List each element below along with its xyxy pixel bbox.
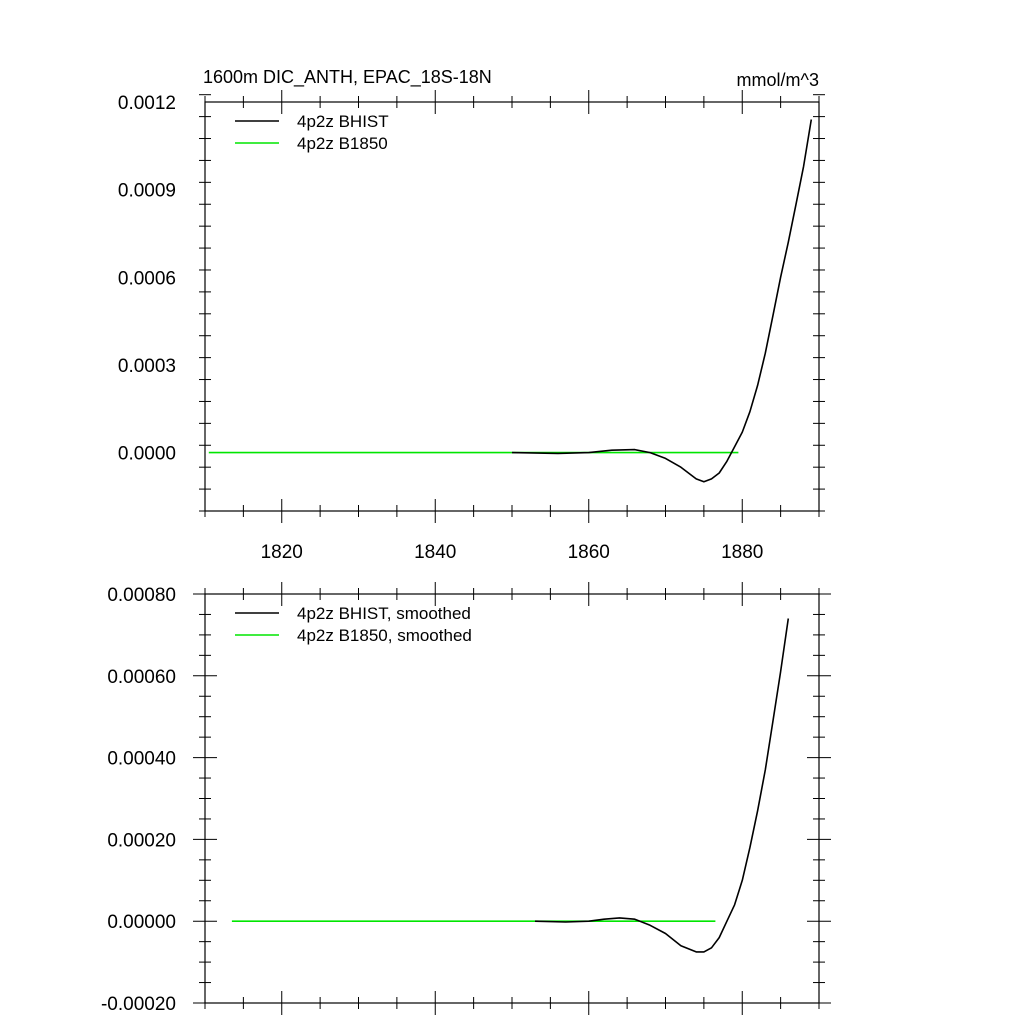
legend: 4p2z BHIST, smoothed 4p2z B1850, smoothe… bbox=[235, 604, 472, 645]
y-tick-label: 0.00000 bbox=[107, 912, 176, 933]
y-tick-label: -0.00020 bbox=[101, 994, 176, 1015]
y-tick-label: 0.0006 bbox=[118, 268, 176, 289]
series-line-bhist bbox=[511, 119, 813, 483]
x-tick-label: 1840 bbox=[414, 542, 456, 563]
y-tick-label: 0.0012 bbox=[118, 93, 176, 114]
top-panel: 1600m DIC_ANTH, EPAC_18S-18N mmol/m^3 0.… bbox=[118, 67, 825, 563]
x-tick-label: 1880 bbox=[721, 542, 763, 563]
y-tick-label: 0.0009 bbox=[118, 181, 176, 202]
y-tick-label: 0.0000 bbox=[118, 444, 176, 465]
bottom-panel: -0.00020 0.00000 0.00020 0.00040 0.00060 0.00… bbox=[101, 582, 831, 1015]
legend-label-b1850-smoothed: 4p2z B1850, smoothed bbox=[297, 626, 472, 645]
x-axis: 1820 1840 1860 1880 bbox=[261, 542, 764, 563]
series-line-bhist bbox=[534, 618, 790, 953]
y-tick-label: 0.00060 bbox=[107, 667, 176, 688]
y-axis: 0.0000 0.0003 0.0006 0.0009 0.0012 bbox=[118, 93, 176, 465]
panel-title: 1600m DIC_ANTH, EPAC_18S-18N bbox=[203, 67, 492, 88]
series-lines bbox=[208, 119, 813, 483]
y-axis: -0.00020 0.00000 0.00020 0.00040 0.00060 0.00… bbox=[101, 585, 176, 1015]
series-lines bbox=[231, 618, 790, 953]
legend-label-bhist-smoothed: 4p2z BHIST, smoothed bbox=[297, 604, 471, 623]
y-tick-label: 0.00020 bbox=[107, 830, 176, 851]
axis-ticks bbox=[199, 90, 825, 523]
y-tick-label: 0.00080 bbox=[107, 585, 176, 606]
y-tick-label: 0.00040 bbox=[107, 749, 176, 770]
y-tick-label: 0.0003 bbox=[118, 356, 176, 377]
legend: 4p2z BHIST 4p2z B1850 bbox=[235, 112, 389, 153]
x-tick-label: 1820 bbox=[261, 542, 303, 563]
plot-frame bbox=[204, 593, 820, 1004]
units-label: mmol/m^3 bbox=[737, 70, 819, 90]
plot-frame bbox=[204, 101, 820, 512]
legend-label-b1850: 4p2z B1850 bbox=[297, 134, 388, 153]
legend-label-bhist: 4p2z BHIST bbox=[297, 112, 389, 131]
x-tick-label: 1860 bbox=[568, 542, 610, 563]
axis-ticks bbox=[193, 582, 831, 1015]
